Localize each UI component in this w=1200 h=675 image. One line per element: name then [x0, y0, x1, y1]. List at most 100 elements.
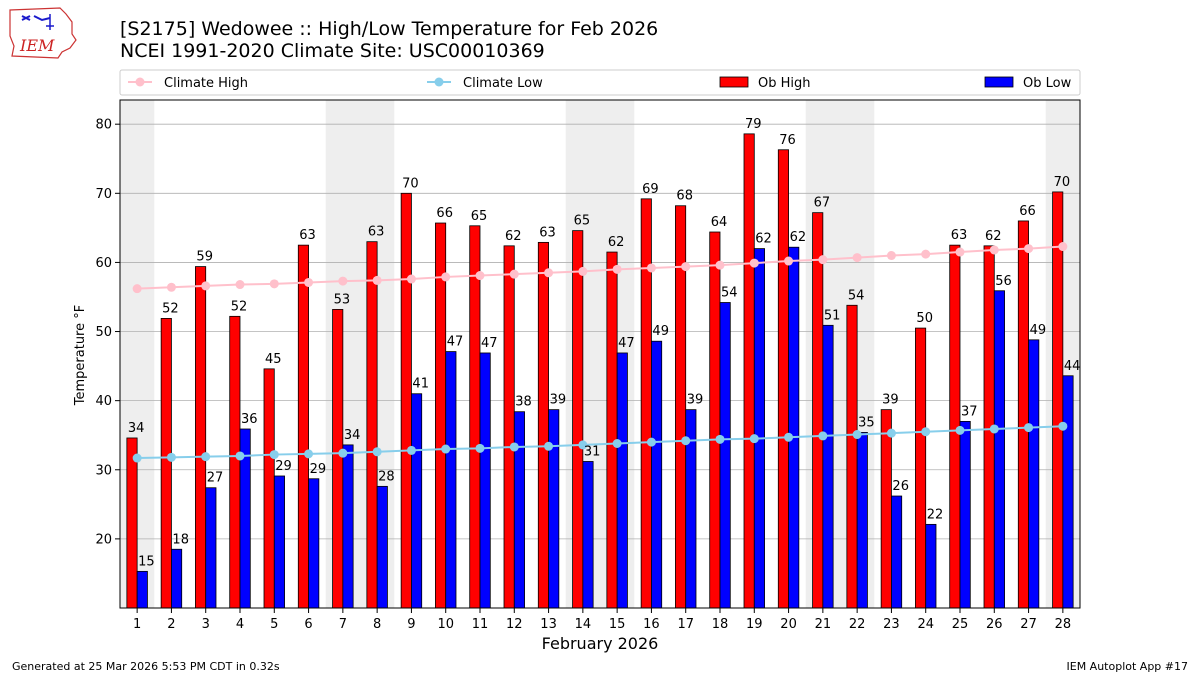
x-tick-label: 17 [677, 617, 694, 632]
ob-low-value-label: 27 [207, 471, 224, 486]
climate-low-point [749, 434, 759, 444]
ob-high-value-label: 54 [848, 288, 865, 303]
ob-low-value-label: 44 [1064, 359, 1081, 374]
x-tick-label: 7 [339, 617, 347, 632]
x-tick-label: 22 [849, 617, 866, 632]
ob-high-bar [743, 133, 755, 609]
ob-low-value-label: 39 [687, 393, 704, 408]
ob-low-value-label: 29 [310, 462, 327, 477]
x-tick-label: 28 [1055, 617, 1072, 632]
climate-low-point [201, 452, 211, 462]
ob-low-value-label: 37 [961, 404, 978, 419]
ob-low-bar [376, 485, 388, 609]
ob-low-bar [1028, 339, 1040, 609]
x-tick-label: 24 [917, 617, 934, 632]
climate-low-point [886, 428, 896, 438]
ob-high-value-label: 68 [676, 189, 693, 204]
ob-high-value-label: 63 [951, 228, 968, 243]
footer-generated: Generated at 25 Mar 2026 5:53 PM CDT in … [12, 660, 280, 673]
ob-low-value-label: 39 [550, 393, 567, 408]
climate-low-point [1058, 421, 1068, 431]
climate-low-point [1024, 423, 1034, 433]
x-tick-label: 10 [437, 617, 454, 632]
ob-low-value-label: 47 [481, 336, 498, 351]
ob-low-value-label: 26 [892, 479, 909, 494]
x-axis-label: February 2026 [542, 634, 659, 653]
ob-low-bar [925, 523, 937, 609]
climate-high-point [749, 258, 759, 268]
climate-low-point [475, 443, 485, 453]
ob-low-bar [891, 495, 903, 609]
climate-high-point [715, 260, 725, 270]
ob-low-bar [993, 290, 1005, 609]
ob-low-value-label: 54 [721, 286, 738, 301]
ob-high-bar [777, 149, 789, 609]
ob-high-value-label: 69 [642, 182, 659, 197]
ob-high-value-label: 65 [574, 214, 591, 229]
ob-low-bar [342, 444, 354, 609]
ob-high-bar [160, 318, 172, 609]
climate-high-point [166, 282, 176, 292]
ob-high-bar [195, 266, 207, 609]
ob-high-bar [606, 251, 618, 609]
ob-high-value-label: 70 [1054, 175, 1071, 190]
ob-high-bar [709, 231, 721, 609]
climate-high-point [818, 255, 828, 265]
chart-title: [S2175] Wedowee :: High/Low Temperature … [120, 18, 658, 40]
climate-high-point [509, 269, 519, 279]
x-tick-label: 15 [609, 617, 626, 632]
x-tick-label: 9 [407, 617, 415, 632]
climate-low-point [646, 437, 656, 447]
y-tick-label: 40 [95, 394, 112, 409]
climate-high-point [646, 263, 656, 273]
x-tick-label: 11 [472, 617, 489, 632]
climate-low-point [441, 444, 451, 454]
climate-low-point [818, 431, 828, 441]
ob-high-bar [229, 315, 241, 609]
ob-high-value-label: 66 [1019, 204, 1036, 219]
ob-high-bar [126, 437, 138, 609]
climate-high-line [137, 245, 1063, 290]
ob-high-bar [297, 244, 309, 609]
ob-low-bar [651, 340, 663, 609]
y-tick-label: 70 [95, 187, 112, 202]
ob-high-value-label: 63 [539, 225, 556, 240]
ob-low-bar [479, 352, 491, 609]
ob-low-value-label: 29 [275, 459, 292, 474]
ob-high-value-label: 52 [231, 299, 248, 314]
ob-high-value-label: 50 [916, 311, 933, 326]
ob-high-value-label: 62 [608, 235, 625, 250]
ob-low-bar [719, 302, 731, 609]
ob-low-value-label: 15 [138, 554, 155, 569]
climate-low-point [269, 450, 279, 460]
climate-low-point [544, 441, 554, 451]
x-tick-label: 23 [883, 617, 900, 632]
x-tick-label: 3 [202, 617, 210, 632]
climate-low-point [784, 432, 794, 442]
ob-high-bar [1052, 191, 1064, 609]
climate-high-point [304, 277, 314, 287]
ob-low-value-label: 41 [412, 377, 429, 392]
ob-low-bar [753, 248, 765, 609]
ob-high-bar [503, 245, 515, 609]
climate-low-point [612, 439, 622, 449]
ob-low-bar [548, 409, 560, 609]
x-tick-label: 2 [167, 617, 175, 632]
climate-low-point [235, 451, 245, 461]
climate-high-point [784, 256, 794, 266]
climate-high-point [372, 275, 382, 285]
y-tick-label: 30 [95, 463, 112, 478]
climate-high-point [955, 247, 965, 257]
legend-climate-high-marker [135, 77, 145, 87]
ob-high-bar [332, 309, 344, 609]
climate-low-point [166, 452, 176, 462]
legend-ob-high-swatch [719, 76, 749, 88]
x-tick-label: 4 [236, 617, 244, 632]
climate-low-point [578, 440, 588, 450]
climate-high-point [441, 272, 451, 282]
ob-low-value-label: 22 [927, 507, 944, 522]
climate-high-point [269, 279, 279, 289]
iem-logo: IEM [9, 7, 77, 59]
ob-high-bar [915, 327, 927, 609]
